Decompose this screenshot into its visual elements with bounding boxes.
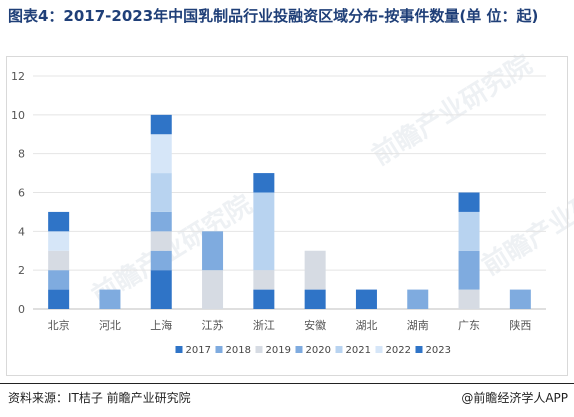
bar-segment xyxy=(304,250,326,290)
legend-label: 2019 xyxy=(266,345,291,356)
bar-segment xyxy=(407,289,429,309)
bar-segment xyxy=(48,270,70,290)
y-tick-label: 2 xyxy=(18,264,25,277)
legend-swatch xyxy=(415,346,423,353)
bar-segment xyxy=(458,289,480,309)
bar-segment xyxy=(253,192,275,271)
x-tick-label: 湖南 xyxy=(407,319,429,332)
bar-segment xyxy=(48,289,70,309)
bar-segment xyxy=(48,250,70,271)
bar-segment xyxy=(253,289,275,309)
x-tick-label: 江苏 xyxy=(202,319,224,332)
bar-segment xyxy=(253,270,275,290)
bar-segment xyxy=(355,289,377,309)
bar-segment xyxy=(48,211,70,232)
legend-label: 2023 xyxy=(426,345,451,356)
bar-segment xyxy=(202,231,224,271)
source-note: 资料来源：IT桔子 前瞻产业研究院 xyxy=(8,391,191,405)
x-tick-label: 广东 xyxy=(458,319,480,332)
brand-credit: @前瞻经济学人APP xyxy=(461,391,568,405)
footer-divider xyxy=(0,383,574,384)
legend-label: 2022 xyxy=(386,345,411,356)
x-tick-label: 北京 xyxy=(48,318,70,332)
bar-segment xyxy=(99,289,121,309)
bar-segment xyxy=(48,231,70,251)
legend-label: 2021 xyxy=(346,345,371,356)
x-tick-label: 湖北 xyxy=(355,319,377,332)
bar-segment xyxy=(150,231,172,251)
legend-swatch xyxy=(335,346,343,353)
x-tick-label: 陕西 xyxy=(509,318,531,332)
legend-swatch xyxy=(255,346,263,353)
bar-segment xyxy=(150,173,172,212)
y-tick-label: 10 xyxy=(11,109,25,122)
stacked-bar-chart: 0 2 4 6 8 10 12 北京 河北 上海 江苏 浙江 安徽 湖北 湖南 广东 陕西 2017 2018 201… xyxy=(11,70,546,356)
x-tick-label: 上海 xyxy=(150,318,172,332)
y-tick-label: 4 xyxy=(18,225,25,238)
y-tick-label: 8 xyxy=(18,148,25,161)
y-tick-label: 0 xyxy=(18,303,25,316)
legend-label: 2017 xyxy=(186,345,211,356)
bar-segment xyxy=(509,289,531,309)
bar-segment xyxy=(458,192,480,212)
y-tick-label: 12 xyxy=(11,70,25,83)
x-tick-label: 浙江 xyxy=(253,319,275,332)
bar-segment xyxy=(253,173,275,193)
chart-title: 图表4：2017-2023年中国乳制品行业投融资区域分布-按事件数量(单 位：起… xyxy=(8,7,539,25)
legend-swatch xyxy=(175,346,183,353)
bar-segment xyxy=(304,289,326,309)
y-tick-label: 6 xyxy=(18,187,25,200)
bar-segment xyxy=(150,211,172,232)
legend-swatch xyxy=(375,346,383,353)
bar-segment xyxy=(458,211,480,251)
legend-label: 2020 xyxy=(306,345,331,356)
legend-swatch xyxy=(215,346,223,353)
chart-frame xyxy=(6,56,568,376)
bar-segment xyxy=(150,250,172,271)
x-tick-label: 安徽 xyxy=(304,318,326,332)
bar-segment xyxy=(150,134,172,174)
bar-segment xyxy=(458,250,480,290)
bar-segment xyxy=(202,270,224,309)
x-tick-label: 河北 xyxy=(99,319,121,332)
legend-swatch xyxy=(295,346,303,353)
bar-segment xyxy=(150,270,172,309)
legend-label: 2018 xyxy=(226,345,251,356)
bar-segment xyxy=(150,114,172,135)
